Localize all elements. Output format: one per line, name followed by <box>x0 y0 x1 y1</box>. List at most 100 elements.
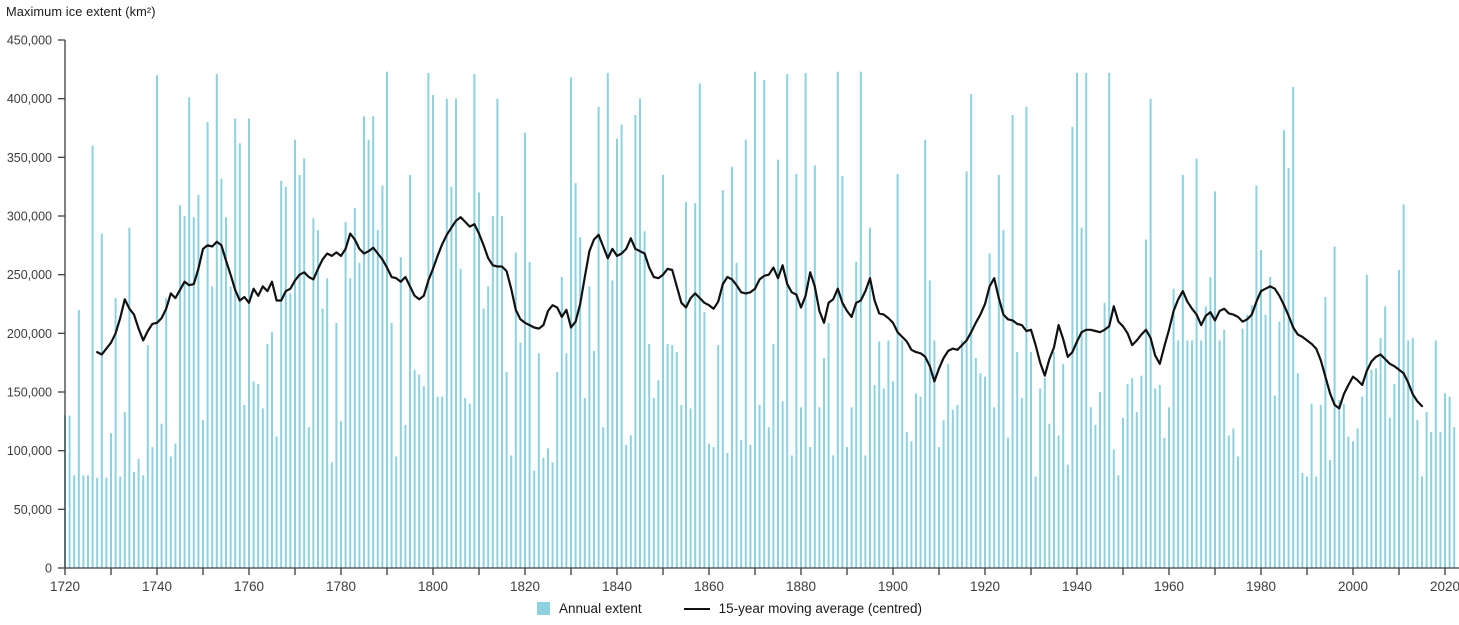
annual-extent-bar <box>524 132 526 568</box>
annual-extent-bar <box>588 286 591 568</box>
annual-extent-bar <box>1310 403 1313 568</box>
annual-extent-bar <box>542 457 545 568</box>
annual-extent-bar <box>1411 338 1414 568</box>
annual-extent-bar <box>202 420 204 568</box>
annual-extent-bar <box>1232 428 1235 568</box>
annual-extent-bar <box>887 340 890 568</box>
annual-extent-bar <box>666 343 669 568</box>
annual-extent-bar <box>110 433 112 568</box>
annual-extent-bar <box>1402 204 1405 569</box>
annual-extent-bar <box>1181 174 1184 568</box>
annual-extent-bar <box>1204 306 1207 568</box>
annual-extent-bar <box>211 286 214 568</box>
annual-extent-bar <box>1301 473 1304 568</box>
x-tick-label: 1900 <box>878 579 908 594</box>
annual-extent-bar <box>1039 388 1042 568</box>
x-tick-label: 2020 <box>1430 579 1459 594</box>
y-tick-label: 100,000 <box>7 444 52 458</box>
y-tick-label: 350,000 <box>7 151 52 165</box>
annual-extent-bar <box>675 352 678 568</box>
annual-extent-bar <box>961 340 963 568</box>
annual-extent-bar <box>1034 476 1037 568</box>
annual-extent-bar <box>303 158 306 568</box>
annual-extent-bar <box>905 431 908 568</box>
annual-extent-bar <box>455 98 457 568</box>
annual-extent-bar <box>445 98 448 568</box>
annual-extent-bar <box>271 332 273 568</box>
moving-average-line <box>96 216 1424 410</box>
annual-extent-bar <box>698 83 701 569</box>
annual-extent-bar <box>441 396 444 568</box>
annual-extent-bar <box>850 407 853 568</box>
annual-extent-bar <box>680 404 683 568</box>
annual-extent-bar <box>956 404 959 568</box>
annual-extent-bar <box>1439 431 1442 568</box>
annual-extent-bar <box>1379 338 1382 568</box>
annual-extent-bar <box>1241 328 1244 568</box>
annual-extent-bar <box>731 166 733 568</box>
annual-extent-bar <box>496 98 499 568</box>
annual-extent-bar <box>744 139 747 568</box>
annual-extent-bar <box>823 358 825 568</box>
annual-extent-bar <box>597 106 600 569</box>
annual-extent-bar <box>257 383 260 568</box>
annual-extent-bar <box>979 373 982 568</box>
annual-extent-bar <box>703 312 706 568</box>
annual-extent-bar <box>1020 397 1023 568</box>
annual-extent-bar <box>657 380 660 568</box>
annual-extent-bar <box>767 427 770 568</box>
annual-extent-bar <box>146 345 149 568</box>
annual-extent-bar <box>818 407 821 568</box>
annual-extent-bar <box>399 257 402 568</box>
annual-extent-bar <box>215 74 218 568</box>
annual-extent-bar <box>1200 340 1203 568</box>
annual-extent-bar <box>91 145 94 568</box>
annual-extent-bar <box>933 340 936 568</box>
annual-extent-bar <box>1384 306 1387 568</box>
annual-extent-bar <box>988 253 991 568</box>
annual-extent-bar <box>1421 476 1423 568</box>
annual-extent-bar <box>432 95 434 568</box>
annual-extent-bar <box>1246 314 1249 568</box>
annual-extent-bar <box>87 475 89 568</box>
annual-extent-bar <box>1218 340 1221 568</box>
annual-extent-bar <box>758 404 761 568</box>
annual-extent-bar <box>335 322 338 568</box>
annual-extent-bar <box>1352 441 1354 568</box>
annual-extent-bar <box>1103 302 1106 568</box>
annual-extent-bar <box>910 441 913 568</box>
annual-extent-bar <box>1177 340 1180 568</box>
annual-extent-bar <box>1195 158 1198 568</box>
annual-extent-bar <box>1347 436 1350 568</box>
annual-extent-bar <box>179 205 181 568</box>
annual-extent-bar <box>1030 352 1032 568</box>
annual-extent-bar <box>248 118 250 568</box>
annual-extent-bar <box>1324 297 1327 568</box>
annual-extent-bar <box>1315 476 1318 568</box>
annual-extent-bar <box>1191 340 1193 568</box>
annual-extent-bar <box>68 415 71 568</box>
annual-extent-bar <box>1287 167 1290 568</box>
annual-extent-bar <box>234 118 237 568</box>
annual-extent-bar <box>243 404 246 568</box>
annual-extent-bar <box>841 176 844 568</box>
annual-extent-bar <box>1283 130 1285 569</box>
annual-extent-bar <box>1085 72 1088 569</box>
annual-extent-bar <box>694 203 697 568</box>
annual-extent-bar <box>487 286 490 568</box>
annual-extent-bar <box>1260 250 1262 568</box>
annual-extent-bar <box>160 423 163 568</box>
annual-extent-bar <box>533 470 536 568</box>
annual-extent-bar <box>1361 396 1364 568</box>
annual-extent-bar <box>413 369 416 568</box>
annual-extent-bar <box>726 453 729 568</box>
annual-extent-bar <box>1043 377 1046 568</box>
annual-extent-bar <box>491 216 494 568</box>
annual-extent-bar <box>928 280 931 568</box>
annual-extent-bar <box>1048 423 1051 568</box>
annual-extent-bar <box>602 427 605 568</box>
x-tick-label: 2000 <box>1338 579 1368 594</box>
annual-extent-bar <box>473 74 476 568</box>
annual-extent-bar <box>754 71 756 568</box>
annual-extent-bar <box>133 471 135 568</box>
